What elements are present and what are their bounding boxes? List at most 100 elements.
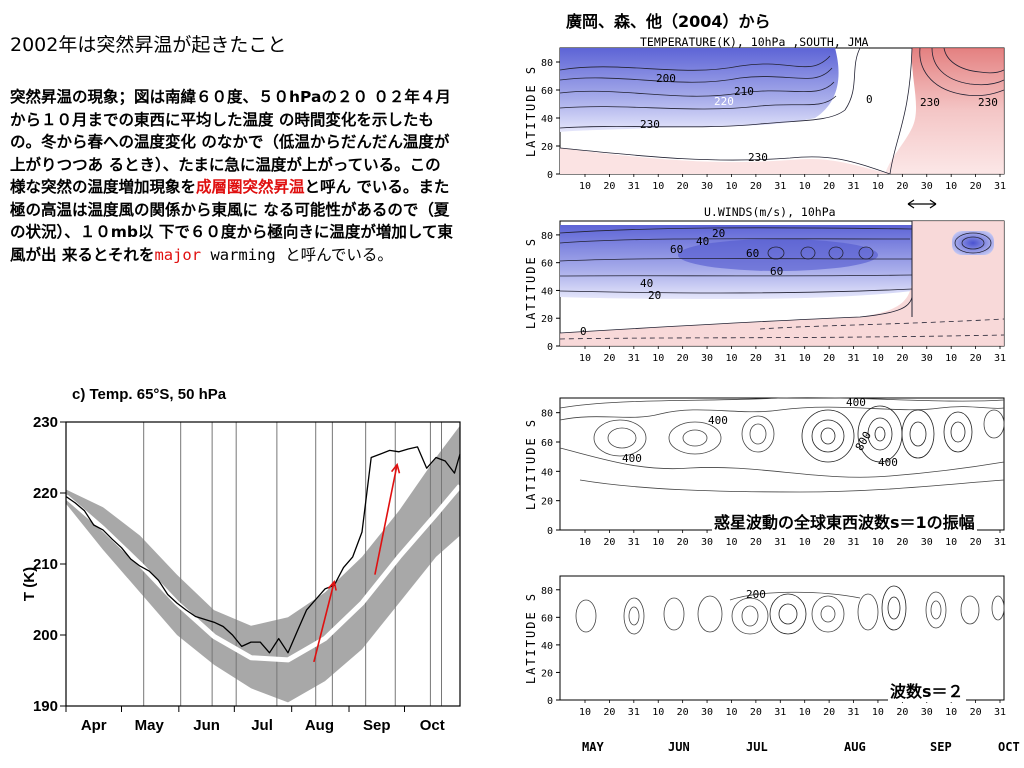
x-tick-label: 20 bbox=[896, 537, 908, 548]
x-tick-label: 10 bbox=[652, 353, 664, 364]
x-tick-label: 10 bbox=[652, 181, 664, 192]
wind-contour-lbl-5: 60 bbox=[770, 265, 783, 278]
tchart-title: c) Temp. 65°S, 50 hPa bbox=[72, 386, 227, 403]
x-tick-label: 20 bbox=[603, 353, 615, 364]
x-tick-label: 31 bbox=[774, 181, 786, 192]
x-tick-label: Sep bbox=[363, 717, 391, 734]
y-tick-label: 60 bbox=[541, 259, 553, 270]
x-tick-label: 20 bbox=[823, 537, 835, 548]
latitude-time-panels: TEMPERATURE(K), 10hPa ,SOUTH, JMA 200 21… bbox=[524, 35, 1006, 718]
x-tick-label: 10 bbox=[579, 181, 591, 192]
citation: 廣岡、森、他（2004）から bbox=[566, 12, 771, 31]
slide-title: 2002年は突然昇温が起きたこと bbox=[10, 34, 287, 56]
temp-panel: 200 210 220 230 230 0 230 230 LATITUDE S… bbox=[524, 47, 1006, 192]
paragraph-part-2: と呼ん でいる。また極の高温は温度風の関係から東風に なる可能性があるので（夏の… bbox=[10, 178, 453, 264]
x-tick-label: 10 bbox=[799, 353, 811, 364]
x-tick-label: 20 bbox=[970, 707, 982, 718]
temp-contour-lbl-2: 210 bbox=[734, 85, 754, 98]
x-tick-label: 20 bbox=[603, 707, 615, 718]
warming-arrow bbox=[374, 464, 398, 575]
y-tick-label: 20 bbox=[541, 497, 553, 508]
x-tick-label: Jun bbox=[193, 717, 220, 734]
x-tick-label: 30 bbox=[921, 181, 933, 192]
wave1-contour-lbl-2: 400 bbox=[708, 414, 728, 427]
x-tick-label: 20 bbox=[750, 181, 762, 192]
x-tick-label: 30 bbox=[921, 353, 933, 364]
x-tick-label: 10 bbox=[725, 707, 737, 718]
temp-contour-lbl-5: 230 bbox=[920, 96, 940, 109]
x-tick-label: 31 bbox=[994, 537, 1006, 548]
y-tick-label: 200 bbox=[33, 627, 58, 644]
x-tick-label: 30 bbox=[701, 353, 713, 364]
wind-panel-title: U.WINDS(m/s), 10hPa bbox=[704, 205, 836, 219]
x-tick-label: 10 bbox=[872, 353, 884, 364]
x-tick-label: 31 bbox=[848, 537, 860, 548]
month-label-oct: OCT bbox=[998, 740, 1020, 754]
x-tick-label: 30 bbox=[701, 537, 713, 548]
y-tick-label: 60 bbox=[541, 438, 553, 449]
y-tick-label: 60 bbox=[541, 86, 553, 97]
x-tick-label: 10 bbox=[652, 537, 664, 548]
x-tick-label: 31 bbox=[994, 707, 1006, 718]
y-tick-label: 0 bbox=[547, 170, 553, 181]
wind-contour-lbl-6: 40 bbox=[640, 277, 653, 290]
x-tick-label: 20 bbox=[750, 707, 762, 718]
y-tick-label: 210 bbox=[33, 556, 58, 573]
wind-ylabel: LATITUDE S bbox=[524, 237, 538, 329]
x-tick-label: 31 bbox=[628, 537, 640, 548]
x-tick-label: Apr bbox=[81, 717, 107, 734]
x-tick-label: 30 bbox=[701, 707, 713, 718]
y-tick-label: 0 bbox=[547, 696, 553, 707]
x-tick-label: 10 bbox=[872, 707, 884, 718]
x-tick-label: 10 bbox=[725, 537, 737, 548]
x-tick-label: 10 bbox=[872, 537, 884, 548]
x-tick-label: 10 bbox=[799, 181, 811, 192]
double-arrow-icon bbox=[907, 199, 937, 209]
x-tick-label: 20 bbox=[823, 181, 835, 192]
paragraph-part-1: 突然昇温の現象；図は南緯６０度、５０hPaの２０ ０２年４月から１０月までの東西… bbox=[10, 88, 451, 196]
x-tick-label: 30 bbox=[701, 181, 713, 192]
x-tick-label: May bbox=[135, 717, 165, 734]
y-tick-label: 20 bbox=[541, 668, 553, 679]
wind-panel: 60 40 20 60 60 40 20 0 LATITUDE S 020406… bbox=[524, 220, 1006, 364]
wind-contour-lbl-4: 60 bbox=[746, 247, 759, 260]
wave1-panel: 400 400 400 800 400 LATITUDE S 020406080… bbox=[524, 396, 1006, 548]
x-tick-label: 10 bbox=[579, 707, 591, 718]
y-tick-label: 0 bbox=[547, 526, 553, 537]
explanation-paragraph: 突然昇温の現象；図は南緯６０度、５０hPaの２０ ０２年４月から１０月までの東西… bbox=[10, 86, 458, 266]
x-tick-label: 10 bbox=[945, 537, 957, 548]
x-tick-label: 20 bbox=[677, 707, 689, 718]
y-tick-label: 60 bbox=[541, 613, 553, 624]
wave1-contour-lbl-1: 400 bbox=[622, 452, 642, 465]
y-tick-label: 80 bbox=[541, 58, 553, 69]
x-tick-label: Aug bbox=[305, 717, 334, 734]
month-label-jun: JUN bbox=[668, 740, 690, 754]
month-label-sep: SEP bbox=[930, 740, 952, 754]
wave1-contour-lbl-5: 400 bbox=[878, 456, 898, 469]
observed-line bbox=[65, 446, 461, 654]
x-tick-label: 10 bbox=[579, 353, 591, 364]
x-tick-label: 31 bbox=[848, 181, 860, 192]
x-tick-label: 31 bbox=[848, 353, 860, 364]
x-tick-label: 20 bbox=[677, 353, 689, 364]
y-tick-label: 40 bbox=[541, 467, 553, 478]
x-tick-label: 10 bbox=[799, 537, 811, 548]
y-tick-label: 40 bbox=[541, 286, 553, 297]
tchart-ylabel: T (K) bbox=[21, 567, 38, 601]
x-tick-label: 31 bbox=[848, 707, 860, 718]
x-tick-label: Oct bbox=[420, 717, 445, 734]
y-tick-label: 20 bbox=[541, 142, 553, 153]
x-tick-label: 20 bbox=[823, 707, 835, 718]
x-tick-label: 31 bbox=[994, 353, 1006, 364]
paragraph-part-3: warming と呼んでいる。 bbox=[201, 245, 393, 264]
warming-arrow-head-icon bbox=[390, 462, 401, 474]
x-tick-label: 20 bbox=[896, 707, 908, 718]
x-tick-label: 10 bbox=[652, 707, 664, 718]
wind-contour-lbl-1: 60 bbox=[670, 243, 683, 256]
x-tick-label: 20 bbox=[823, 353, 835, 364]
temp-contour-lbl-6: 0 bbox=[866, 93, 873, 106]
wave2-caption: 波数s＝２ bbox=[888, 678, 966, 702]
x-tick-label: 31 bbox=[994, 181, 1006, 192]
major-word: major bbox=[154, 245, 202, 264]
climatology-line bbox=[64, 484, 462, 663]
